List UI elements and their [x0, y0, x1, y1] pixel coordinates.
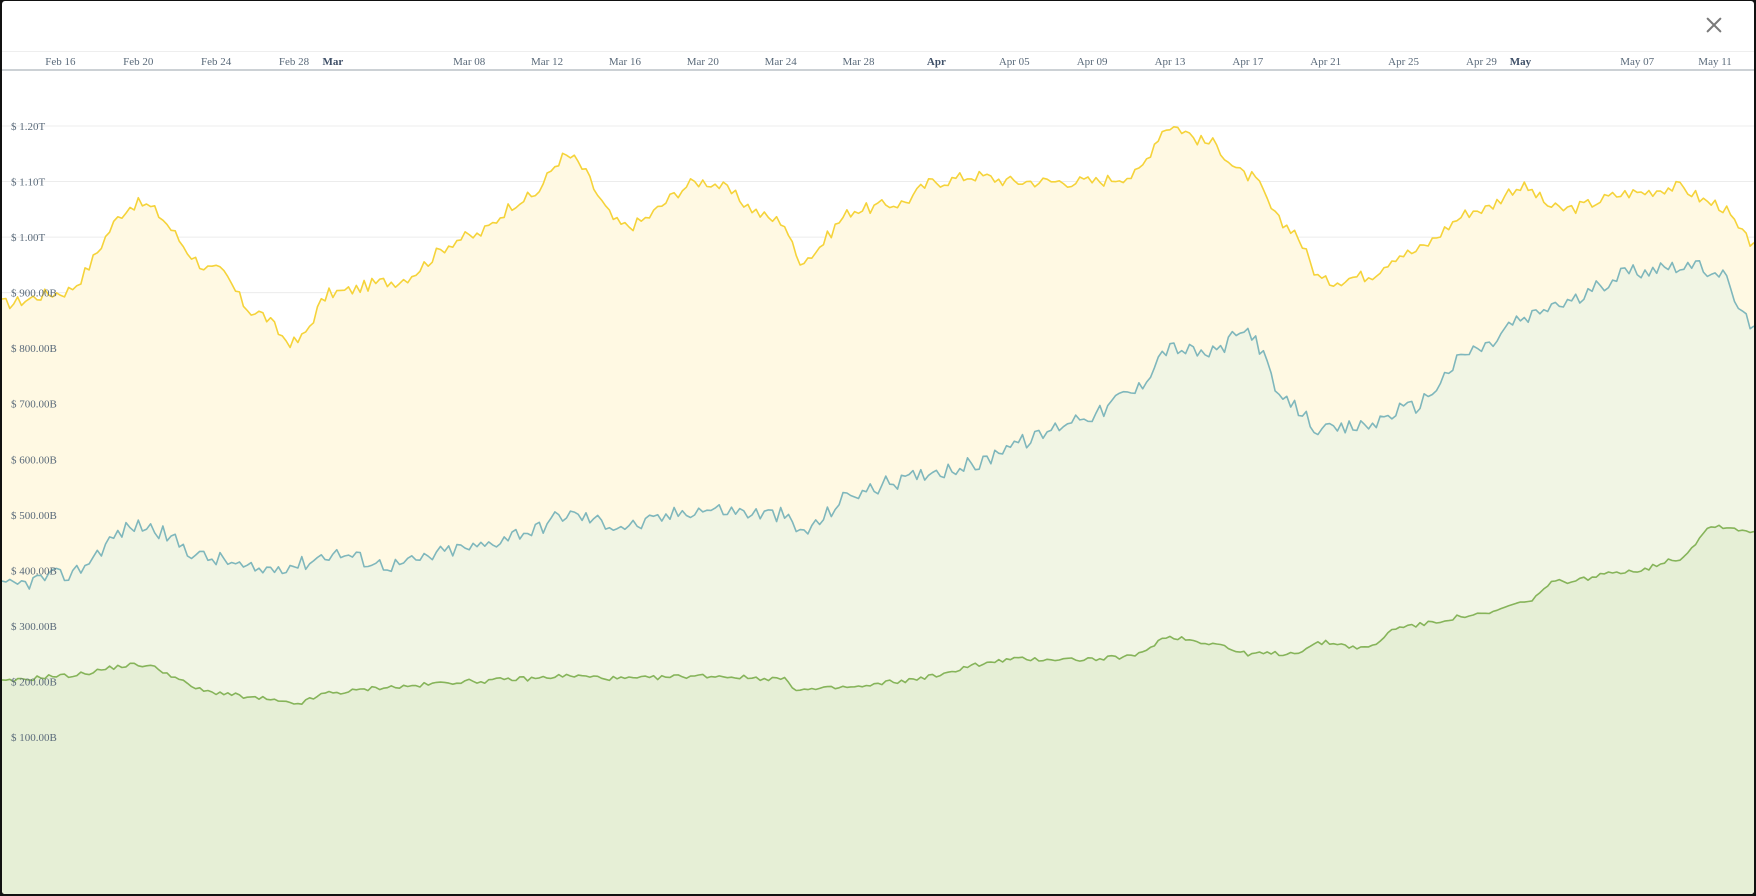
x-tick-label: Apr: [927, 56, 946, 68]
x-tick-label: May 07: [1620, 56, 1654, 68]
x-tick-label: Apr 05: [999, 56, 1030, 68]
y-tick-label: $ 200.00B: [11, 676, 57, 688]
x-tick-label: Apr 29: [1466, 56, 1497, 68]
x-tick-label: Apr 21: [1310, 56, 1341, 68]
series-2-line: [2, 260, 1754, 590]
y-tick-label: $ 800.00B: [11, 343, 57, 355]
y-tick-label: $ 1.00T: [11, 232, 46, 244]
x-tick-label: Mar 16: [609, 56, 642, 68]
y-axis: $ 100.00B $ 200.00B $ 300.00B $ 400.00B $ 50…: [11, 121, 57, 744]
x-tick-label: Mar: [323, 56, 344, 68]
y-tick-label: $ 1.20T: [11, 121, 46, 133]
series-areas: [2, 126, 1754, 894]
x-tick-label: Apr 17: [1232, 56, 1263, 68]
x-axis: Feb 16 Feb 20 Feb 24 Feb 28 Mar Mar 08 Mar 12 M…: [2, 56, 1754, 71]
series-3-area: [2, 525, 1754, 894]
x-tick-label: Apr 13: [1155, 56, 1186, 68]
series-1-line: [2, 126, 1754, 349]
x-tick-label: Feb 24: [201, 56, 232, 68]
x-tick-label: Apr 25: [1388, 56, 1419, 68]
x-tick-label: Mar 08: [453, 56, 486, 68]
x-tick-label: Feb 28: [279, 56, 310, 68]
y-tick-label: $ 600.00B: [11, 454, 57, 466]
x-tick-label: May 11: [1698, 56, 1732, 68]
modal-header: [2, 1, 1754, 52]
x-tick-label: Feb 16: [45, 56, 76, 68]
y-tick-label: $ 1.10T: [11, 177, 46, 189]
market-cap-chart: $ 100.00B $ 200.00B $ 300.00B $ 400.00B $ 50…: [2, 56, 1754, 894]
close-icon[interactable]: [1702, 13, 1726, 37]
x-tick-label: Apr 09: [1077, 56, 1108, 68]
y-tick-label: $ 400.00B: [11, 565, 57, 577]
y-tick-label: $ 300.00B: [11, 621, 57, 633]
x-tick-label: Mar 12: [531, 56, 563, 68]
series-3-line: [2, 524, 1754, 705]
x-tick-label: Mar 28: [842, 56, 875, 68]
y-tick-label: $ 900.00B: [11, 288, 57, 300]
x-tick-label: Feb 20: [123, 56, 154, 68]
y-tick-label: $ 100.00B: [11, 732, 57, 744]
x-tick-label: May: [1510, 56, 1532, 68]
y-tick-label: $ 500.00B: [11, 510, 57, 522]
y-tick-label: $ 700.00B: [11, 399, 57, 411]
x-tick-label: Mar 24: [765, 56, 798, 68]
x-tick-label: Mar 20: [687, 56, 720, 68]
